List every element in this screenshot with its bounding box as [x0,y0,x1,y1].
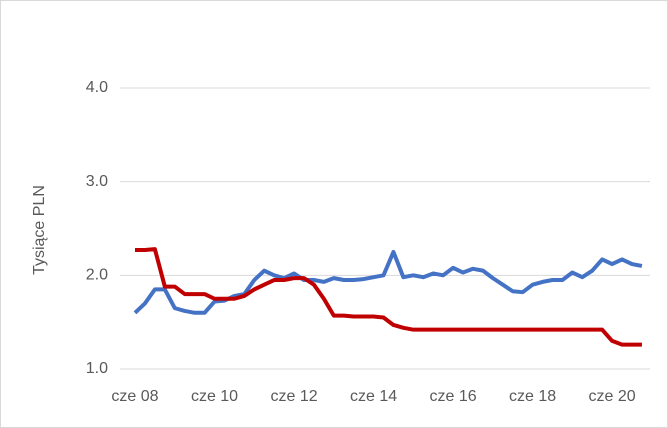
y-tick-label: 1.0 [86,360,108,377]
x-tick-label: cze 12 [270,388,317,405]
series-line [135,247,642,347]
x-tick-label: cze 20 [589,388,636,405]
y-axis-title: Tysiące PLN [31,185,48,275]
x-tick-label: cze 08 [111,388,158,405]
y-tick-label: 4.0 [86,79,108,96]
x-tick-label: cze 10 [191,388,238,405]
x-tick-label: cze 16 [430,388,477,405]
series-line [133,249,643,315]
x-tick-label: cze 14 [350,388,397,405]
y-tick-label: 2.0 [86,267,108,284]
x-tick-label: cze 18 [509,388,556,405]
y-tick-label: 3.0 [86,173,108,190]
